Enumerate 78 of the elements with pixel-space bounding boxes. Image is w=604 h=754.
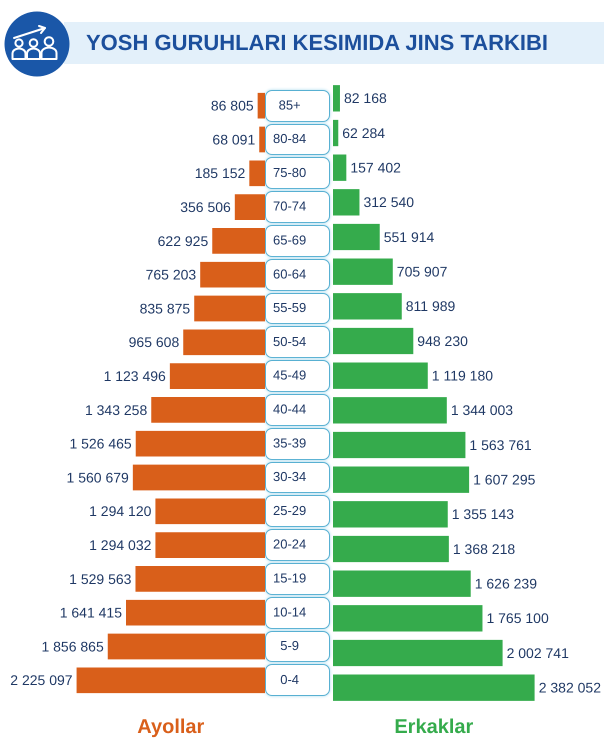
data-label: 1 526 465 (69, 436, 132, 452)
y-tick-label: 0-4 (280, 672, 300, 687)
data-label: 1 344 003 (450, 402, 514, 418)
data-label: 1 607 295 (473, 472, 536, 488)
y-tick-label: 20-24 (273, 536, 306, 552)
bar (259, 126, 265, 152)
data-label: 551 914 (384, 228, 435, 245)
y-tick-label: 75-80 (273, 164, 306, 180)
data-label: 157 402 (350, 160, 402, 176)
data-label: 1 856 865 (41, 638, 104, 654)
data-label: 1 294 032 (89, 536, 152, 553)
y-tick-label: 35-39 (273, 435, 306, 450)
y-tick-label: 25-29 (273, 502, 306, 518)
data-label: 1 123 496 (104, 368, 166, 384)
series-label: Ayollar (137, 716, 204, 738)
bar (333, 570, 471, 597)
data-label: 2 002 741 (506, 644, 570, 661)
bar (249, 160, 265, 186)
bar (333, 224, 380, 250)
bar (333, 397, 447, 424)
data-label: 811 989 (406, 298, 456, 314)
data-label: 948 230 (417, 332, 468, 349)
data-label: 1 343 258 (84, 402, 148, 418)
data-label: 68 091 (212, 131, 256, 148)
bar (333, 362, 428, 389)
series-label: Erkaklar (394, 716, 474, 738)
y-tick-label: 85+ (278, 97, 301, 112)
data-label: 312 540 (363, 194, 414, 210)
data-label: 2 225 097 (10, 672, 73, 688)
data-label: 965 608 (128, 334, 180, 350)
bar (333, 154, 346, 181)
data-label: 1 119 180 (432, 368, 494, 384)
y-tick-label: 50-54 (273, 334, 306, 349)
data-label: 185 152 (194, 165, 246, 182)
bar (333, 120, 338, 146)
y-tick-label: 80-84 (273, 131, 306, 146)
y-tick-label: 10-14 (273, 604, 306, 620)
data-label: 86 805 (210, 98, 254, 114)
y-tick-label: 60-64 (273, 266, 306, 282)
bar (333, 432, 466, 458)
data-label: 1 626 239 (474, 576, 538, 592)
data-label: 356 506 (180, 198, 232, 215)
data-label: 1 765 100 (486, 610, 549, 626)
bar (333, 85, 340, 112)
data-label: 765 203 (146, 266, 196, 283)
y-tick-label: 70-74 (273, 198, 306, 214)
data-label: 1 529 563 (69, 570, 132, 587)
y-tick-label: 45-49 (273, 368, 306, 383)
bar (333, 536, 449, 562)
y-tick-label: 15-19 (273, 570, 306, 586)
data-label: 705 907 (396, 264, 448, 280)
data-label: 82 168 (344, 90, 387, 106)
bar (333, 328, 414, 354)
y-tick-label: 65-69 (273, 232, 306, 248)
bar (333, 258, 393, 285)
data-label: 622 925 (158, 232, 208, 249)
text: YOSH GURUHLARI KESIMIDA JINS TARKIBI (86, 29, 548, 57)
bar (258, 92, 265, 119)
y-tick-label: 30-34 (273, 469, 306, 484)
data-label: 1 563 761 (469, 436, 532, 453)
bar (333, 501, 448, 528)
bar (333, 466, 470, 493)
data-label: 62 284 (342, 124, 386, 141)
data-label: 835 875 (140, 300, 190, 316)
bar (333, 640, 503, 666)
data-label: 1 368 218 (452, 540, 516, 557)
data-label: 2 382 052 (538, 680, 602, 696)
data-label: 1 355 143 (452, 506, 514, 522)
y-tick-label: 5-9 (280, 638, 300, 654)
bar (333, 605, 482, 632)
bar (333, 189, 360, 216)
data-label: 1 294 120 (89, 503, 152, 520)
bar (333, 293, 402, 320)
data-label: 1 560 679 (66, 469, 130, 486)
y-tick-label: 40-44 (273, 401, 306, 416)
y-tick-label: 55-59 (273, 300, 306, 316)
data-label: 1 641 415 (60, 604, 122, 621)
bar (333, 674, 535, 701)
